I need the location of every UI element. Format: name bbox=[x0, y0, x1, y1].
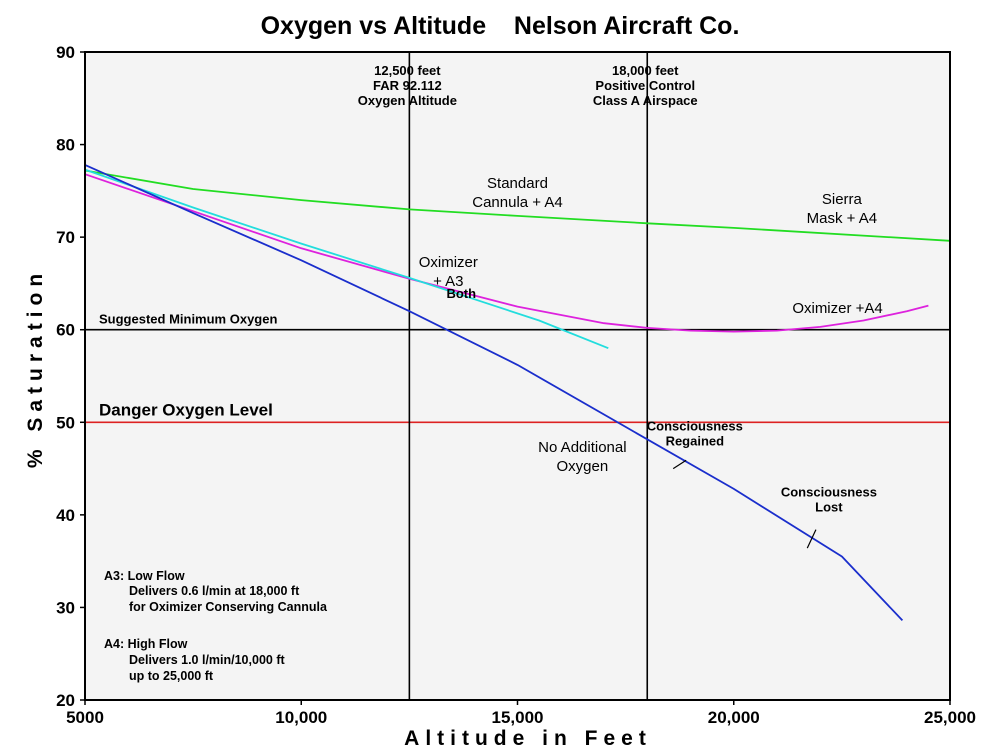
series-line bbox=[84, 164, 904, 622]
y-tick-label: 60 bbox=[56, 321, 75, 340]
x-tick-label: 25,000 bbox=[924, 708, 976, 727]
chart-annotation: Oximizer +A4 bbox=[792, 300, 882, 317]
chart-note: for Oximizer Conserving Cannula bbox=[129, 600, 328, 614]
vertical-line-label: 12,500 feet bbox=[374, 63, 441, 78]
series-line bbox=[84, 168, 609, 350]
chart-annotation: Oxygen bbox=[557, 458, 609, 475]
chart-annotation: Lost bbox=[815, 499, 843, 514]
chart-annotation: Both bbox=[446, 286, 476, 301]
chart-note: up to 25,000 ft bbox=[129, 669, 214, 683]
chart-note: A4: High Flow bbox=[104, 637, 188, 651]
vertical-line-label: 18,000 feet bbox=[612, 63, 679, 78]
vertical-line-label: FAR 92.112 bbox=[373, 78, 442, 93]
y-tick-label: 40 bbox=[56, 506, 75, 525]
chart-annotation: Cannula + A4 bbox=[472, 194, 563, 211]
chart-annotation: No Additional bbox=[538, 439, 626, 456]
leader-line bbox=[806, 529, 817, 549]
x-tick-label: 15,000 bbox=[492, 708, 544, 727]
chart-annotation: Regained bbox=[666, 434, 725, 449]
chart-annotation: Sierra bbox=[822, 191, 863, 208]
annotations-layer: Standard Cannula + A4 Sierra Mask + A4 Oximi… bbox=[419, 175, 883, 549]
x-tick-label: 20,000 bbox=[708, 708, 760, 727]
chart-annotation: Mask + A4 bbox=[807, 210, 877, 227]
ticks-layer: 5000 10,000 15,000 20,000 25,000 20 30 40 50 60 70… bbox=[56, 43, 976, 727]
y-axis-label: % Saturation bbox=[24, 268, 47, 468]
vertical-line-label: Oxygen Altitude bbox=[358, 93, 457, 108]
y-tick-label: 90 bbox=[56, 43, 75, 62]
y-tick-label: 70 bbox=[56, 228, 75, 247]
plot-area bbox=[85, 52, 950, 700]
vertical-line-label: Class A Airspace bbox=[593, 93, 698, 108]
vertical-line-label: Positive Control bbox=[595, 78, 695, 93]
chart-annotation: + A3 bbox=[433, 273, 463, 290]
x-tick-label: 5000 bbox=[66, 708, 104, 727]
chart-note: Delivers 1.0 l/min/10,000 ft bbox=[129, 653, 285, 667]
reference-lines: Suggested Minimum Oxygen Danger Oxygen Le… bbox=[85, 52, 950, 700]
series-layer bbox=[84, 164, 951, 622]
chart-annotation: Standard bbox=[487, 175, 548, 192]
y-tick-label: 30 bbox=[56, 598, 75, 617]
x-tick-label: 10,000 bbox=[275, 708, 327, 727]
x-axis-label: Altitude in Feet bbox=[404, 727, 652, 750]
series-line bbox=[84, 169, 951, 242]
chart-annotation: Consciousness bbox=[647, 419, 743, 434]
leader-line bbox=[672, 459, 687, 470]
y-tick-label: 80 bbox=[56, 136, 75, 155]
danger-level-label: Danger Oxygen Level bbox=[99, 400, 273, 419]
chart-title: Oxygen vs Altitude Nelson Aircraft Co. bbox=[261, 12, 740, 40]
chart-annotation: Oximizer bbox=[419, 254, 478, 271]
chart-note: A3: Low Flow bbox=[104, 569, 185, 583]
y-tick-label: 20 bbox=[56, 691, 75, 710]
series-line bbox=[84, 173, 929, 333]
chart-note: Delivers 0.6 l/min at 18,000 ft bbox=[129, 584, 300, 598]
minimum-oxygen-label: Suggested Minimum Oxygen bbox=[99, 312, 277, 327]
y-tick-label: 50 bbox=[56, 413, 75, 432]
chart-annotation: Consciousness bbox=[781, 484, 877, 499]
